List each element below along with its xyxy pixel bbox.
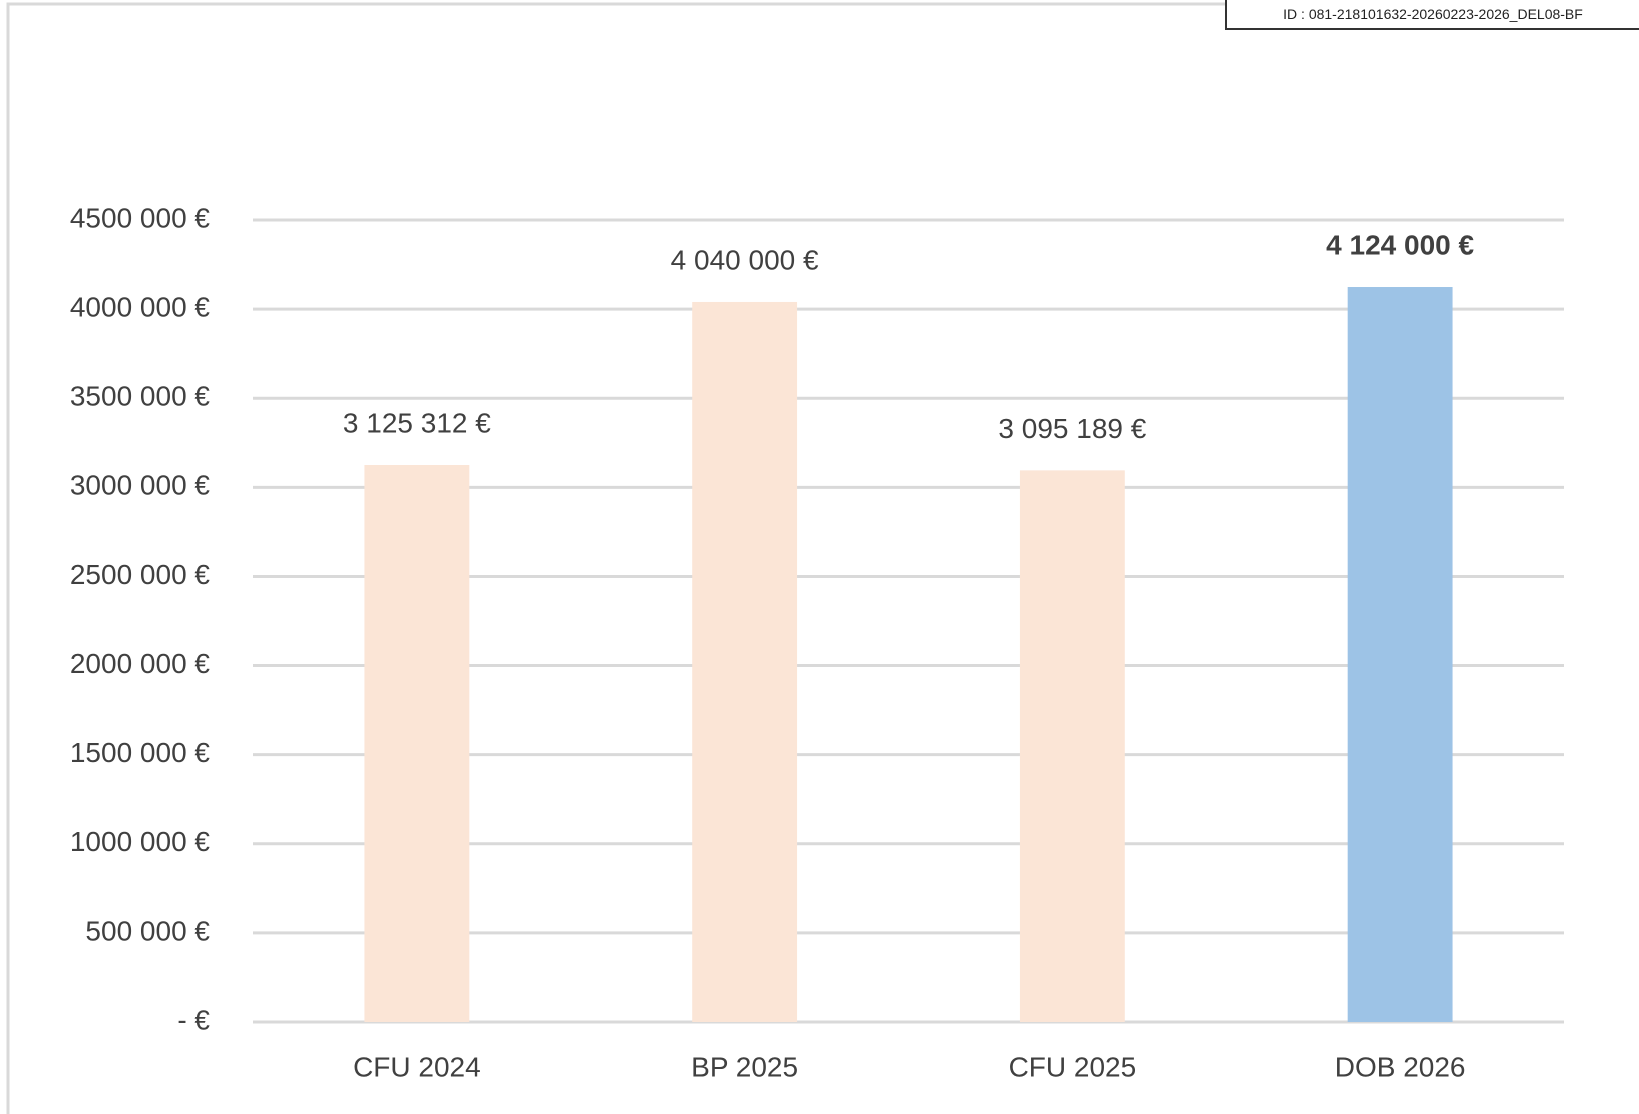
bar: [1347, 287, 1453, 1022]
bar: [364, 464, 470, 1022]
data-label: 4 040 000 €: [671, 244, 819, 275]
x-tick-label: CFU 2025: [1009, 1051, 1137, 1082]
y-tick-label: 3500 000 €: [70, 381, 211, 412]
y-tick-label: 2000 000 €: [70, 648, 211, 679]
y-tick-label: 4500 000 €: [70, 202, 211, 233]
data-label: 3 095 189 €: [998, 413, 1146, 444]
y-tick-label: 500 000 €: [85, 915, 210, 946]
y-tick-label: 4000 000 €: [70, 292, 211, 323]
chart-frame: [6, 2, 1639, 1114]
id-stamp: ID : 081-218101632-20260223-2026_DEL08-B…: [1225, 0, 1639, 30]
y-tick-label: 3000 000 €: [70, 470, 211, 501]
data-label: 3 125 312 €: [343, 407, 491, 438]
y-tick-label: 2500 000 €: [70, 559, 211, 590]
y-tick-label: 1500 000 €: [70, 737, 211, 768]
x-tick-label: BP 2025: [691, 1051, 798, 1082]
y-tick-label: 1000 000 €: [70, 826, 211, 857]
data-label: 4 124 000 €: [1326, 229, 1474, 260]
x-tick-label: CFU 2024: [353, 1051, 481, 1082]
x-tick-label: DOB 2026: [1335, 1051, 1466, 1082]
y-tick-label: - €: [177, 1004, 210, 1035]
bar: [692, 301, 798, 1023]
bar: [1019, 470, 1125, 1022]
